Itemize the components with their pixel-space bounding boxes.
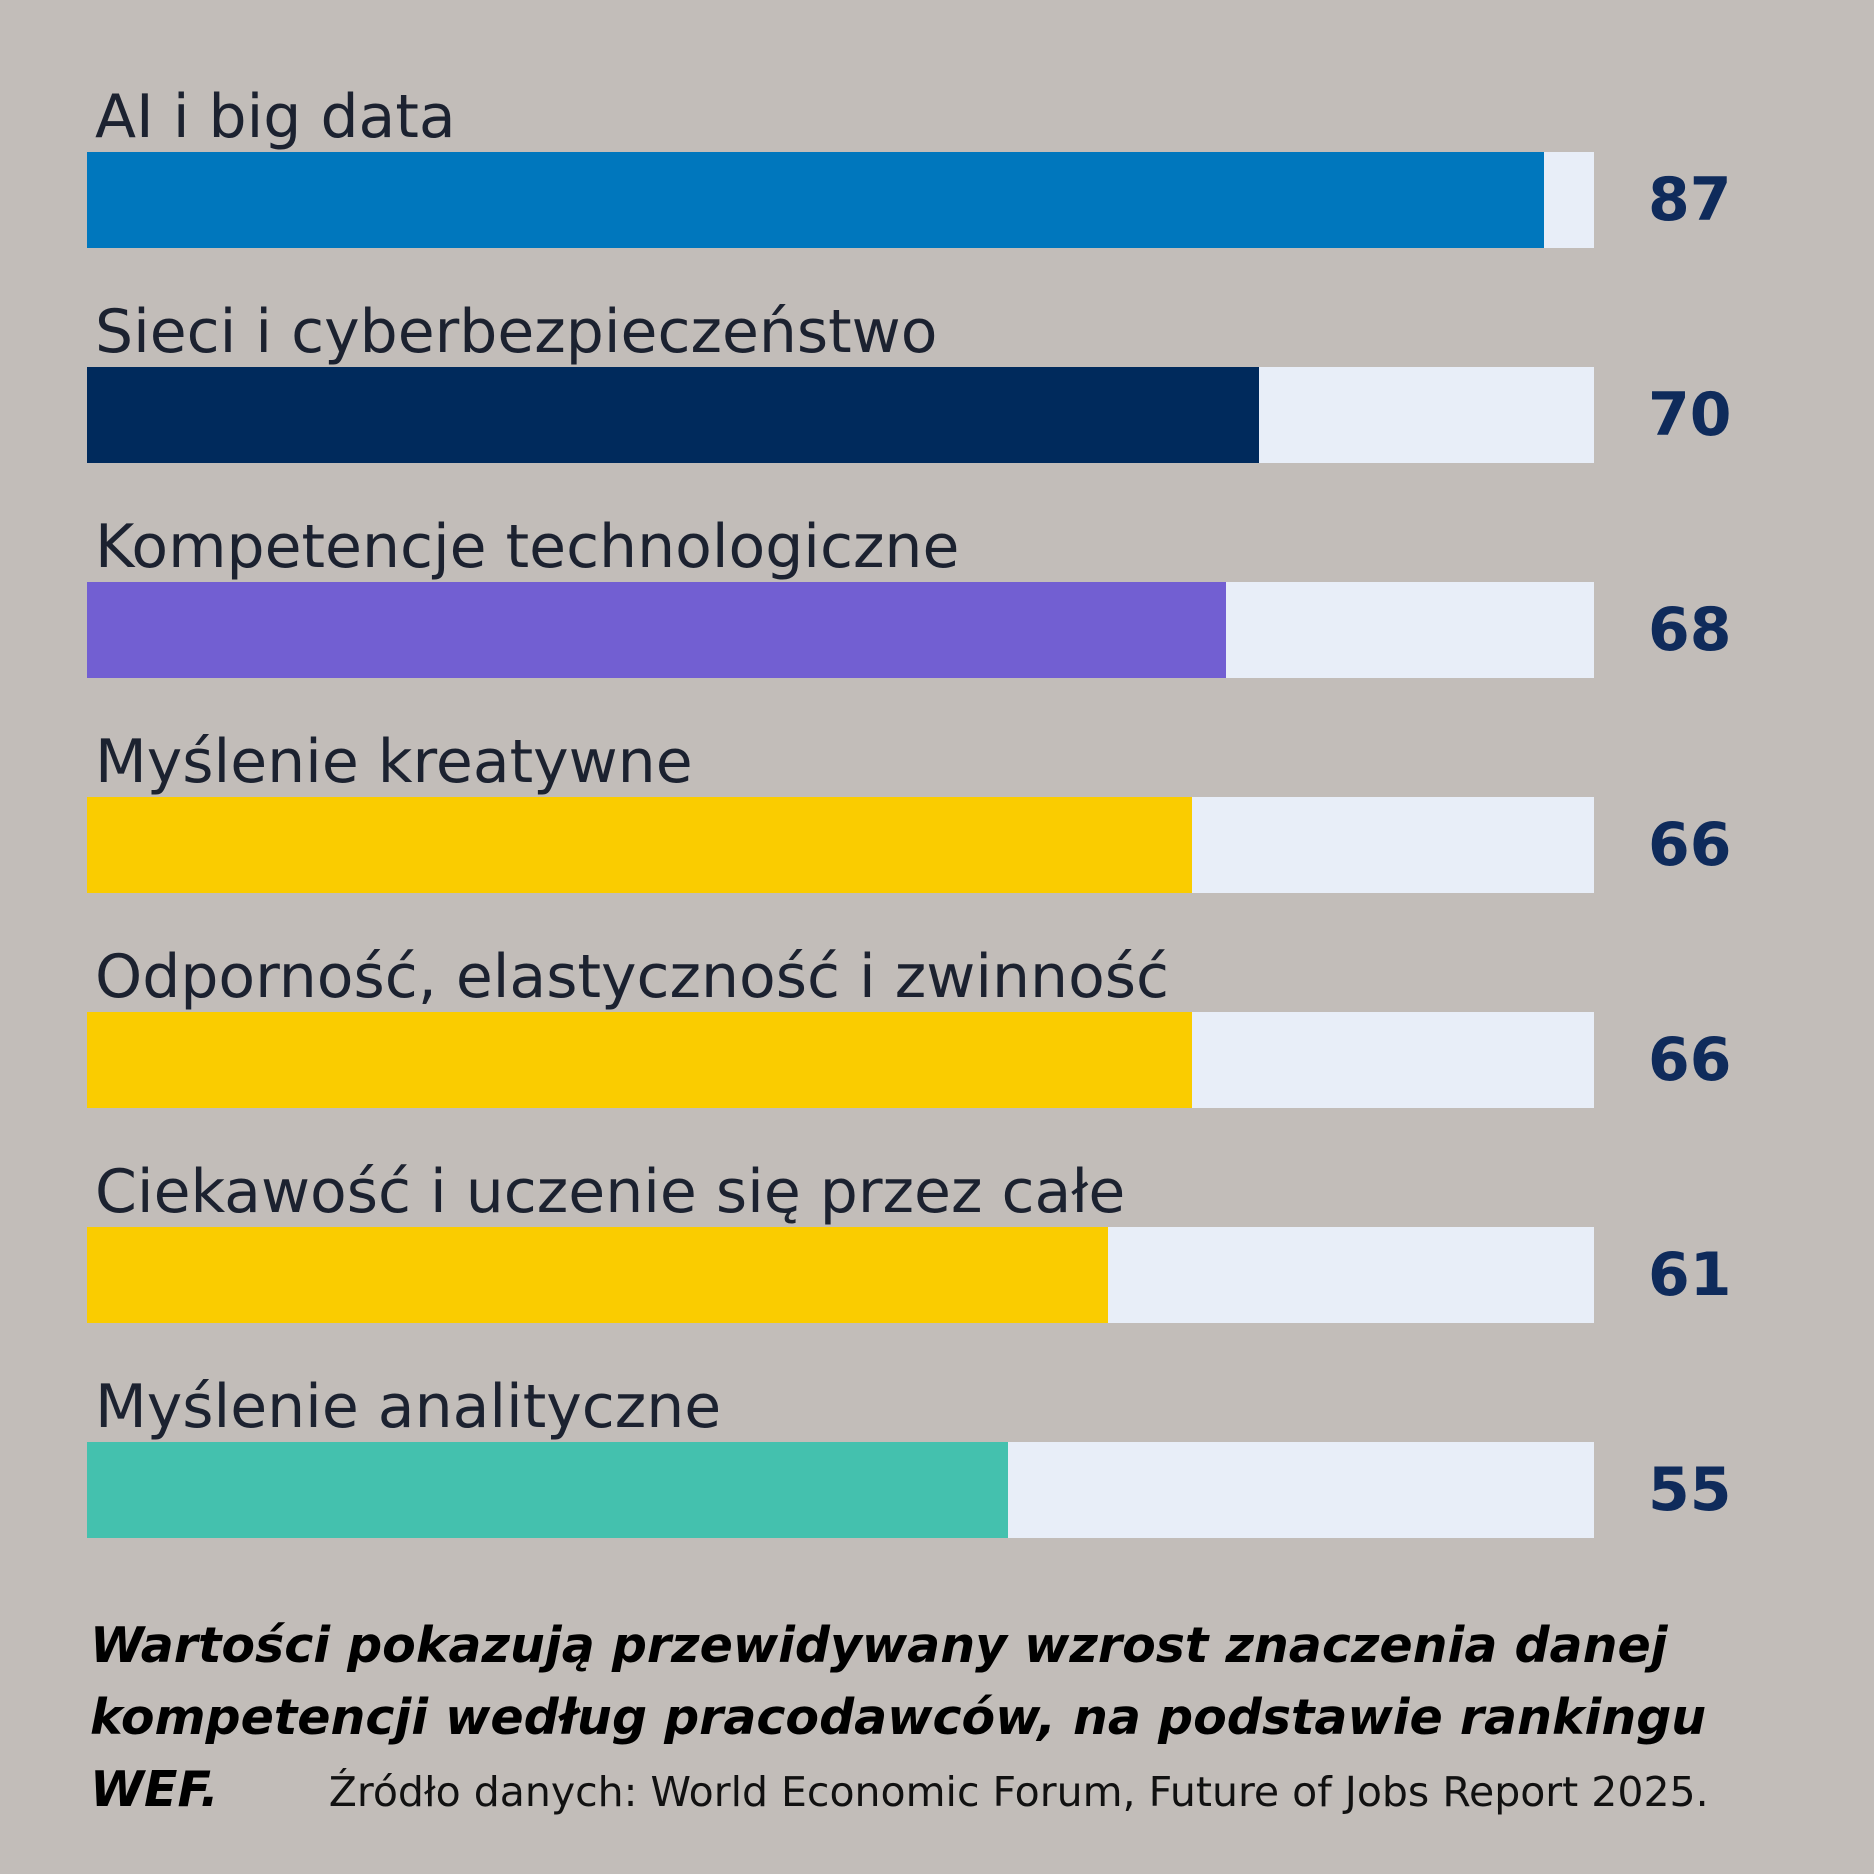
bar-track: [87, 1012, 1594, 1108]
value-label: 70: [1648, 380, 1732, 450]
bar-track: [87, 1227, 1594, 1323]
category-label: Sieci i cyberbezpieczeństwo: [95, 297, 938, 367]
bar-track: [87, 152, 1594, 248]
bar-track: [87, 367, 1594, 463]
value-label: 66: [1648, 810, 1732, 880]
bar-chart: AI i big data 87 Sieci i cyberbezpieczeńst…: [87, 82, 1732, 1538]
bar: [87, 1442, 1008, 1538]
bar: [87, 1227, 1109, 1323]
bar: [87, 797, 1193, 893]
footnote-text: Wartości pokazują przewidywany wzrost zn…: [90, 1617, 1707, 1818]
category-label: Myślenie kreatywne: [95, 727, 693, 797]
bar: [87, 367, 1260, 463]
category-label: Ciekawość i uczenie się przez całe: [95, 1157, 1126, 1227]
bar-track: [87, 797, 1594, 893]
category-label: Odporność, elastyczność i zwinność: [95, 942, 1170, 1012]
bar: [87, 1012, 1193, 1108]
value-label: 68: [1648, 595, 1732, 665]
value-label: 55: [1648, 1455, 1732, 1525]
chart-footnote: Wartości pokazują przewidywany wzrost zn…: [90, 1610, 1850, 1828]
value-label: 87: [1648, 165, 1732, 235]
category-label: Kompetencje technologiczne: [95, 512, 960, 582]
bar-track: [87, 1442, 1594, 1538]
value-label: 61: [1648, 1240, 1732, 1310]
category-label: Myślenie analityczne: [95, 1372, 722, 1442]
value-label: 66: [1648, 1025, 1732, 1095]
category-label: AI i big data: [95, 82, 456, 152]
bar: [87, 582, 1226, 678]
bar: [87, 152, 1544, 248]
bar-track: [87, 582, 1594, 678]
source-text: Źródło danych: World Economic Forum, Fut…: [328, 1768, 1709, 1816]
